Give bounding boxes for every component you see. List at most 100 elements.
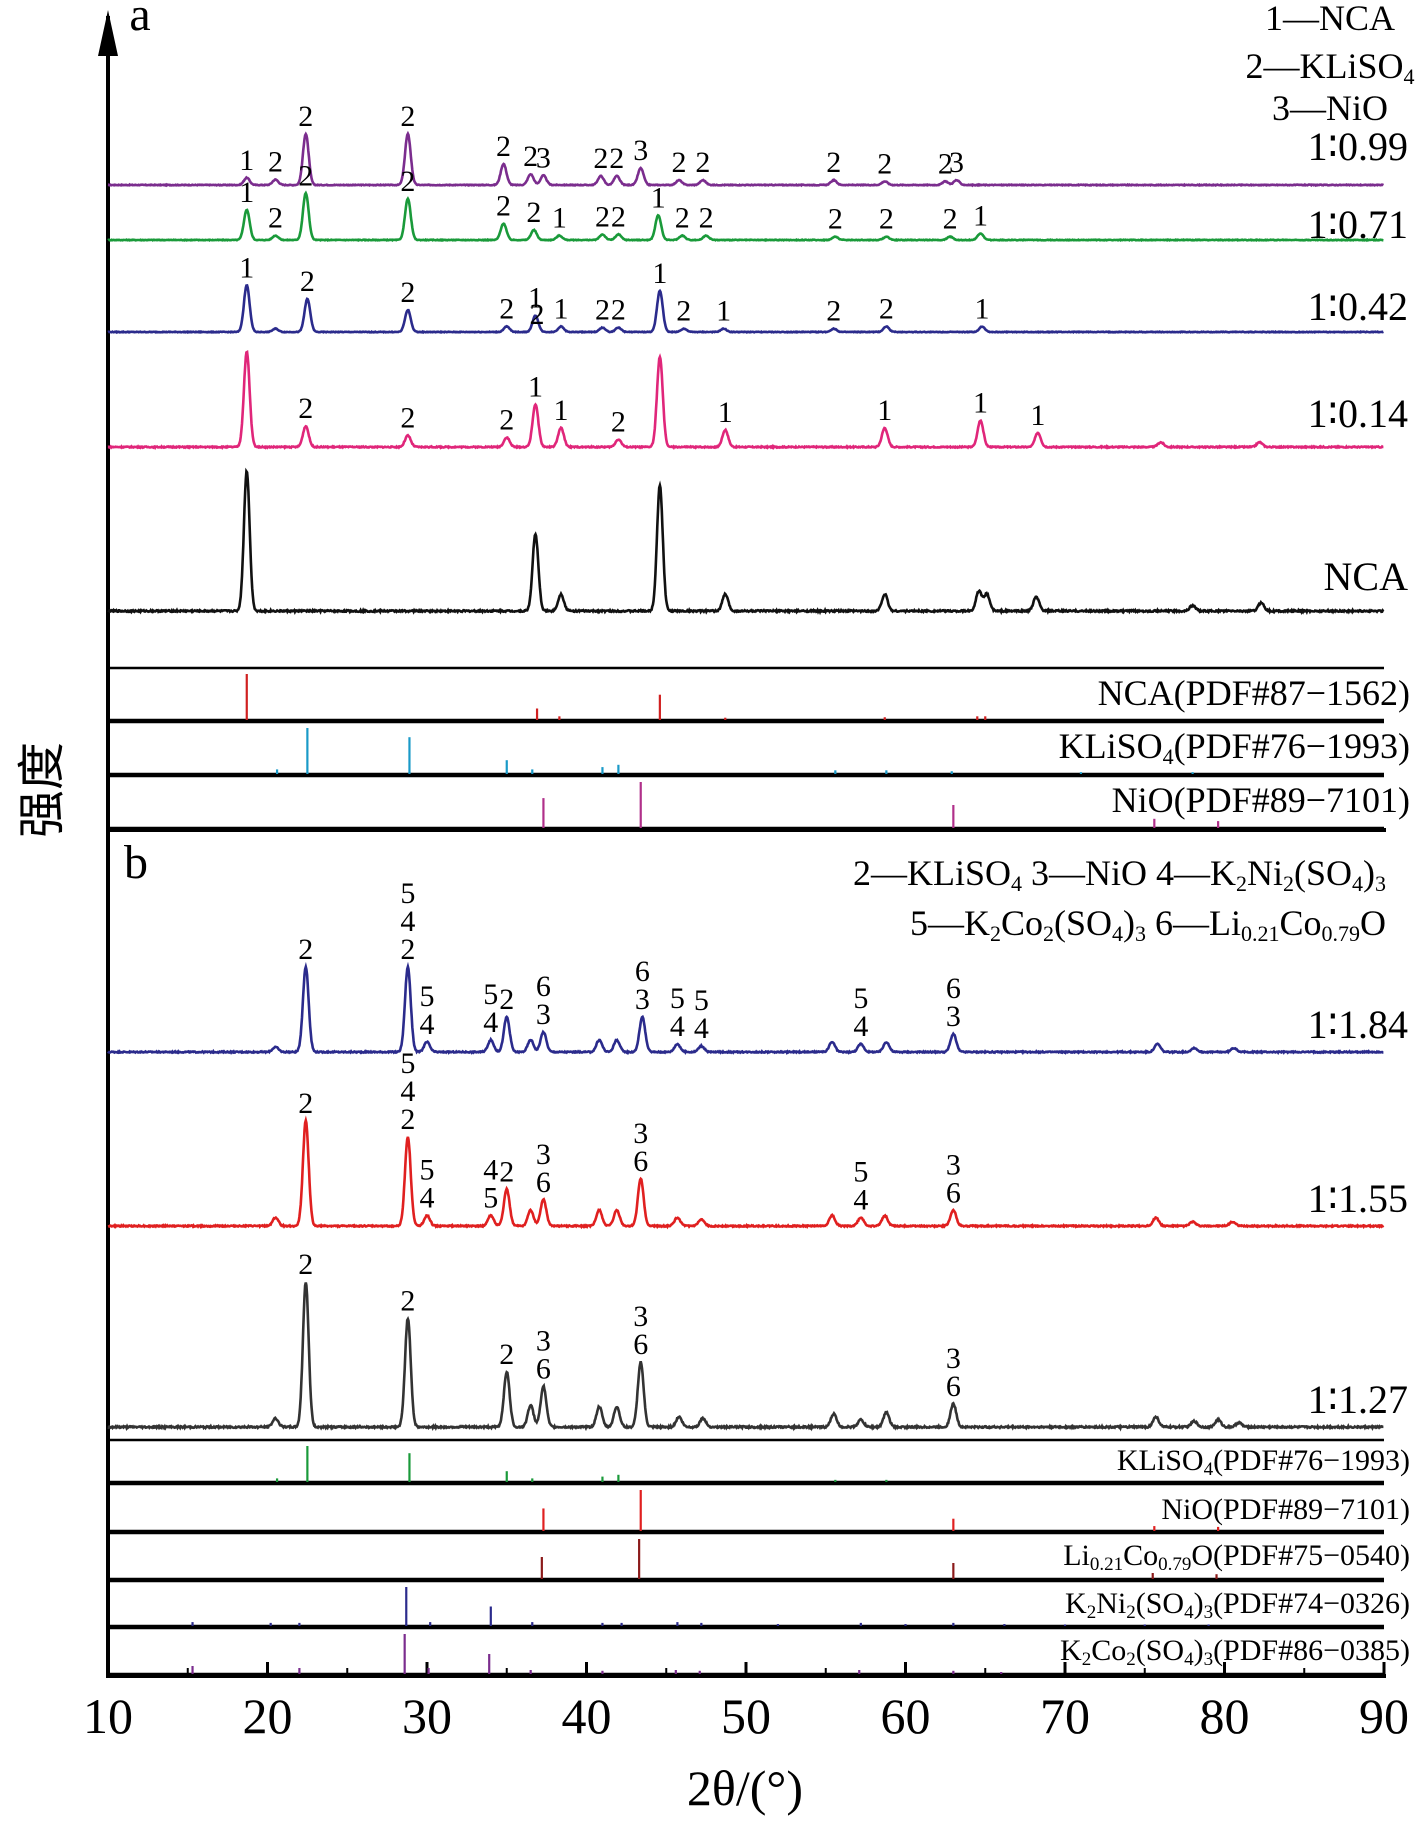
peak-label: 2 bbox=[938, 147, 953, 180]
y-axis-arrow-icon bbox=[98, 10, 118, 56]
x-tick-label: 80 bbox=[1200, 1688, 1250, 1744]
series-line bbox=[107, 1115, 1385, 1230]
peak-label: 2 bbox=[298, 933, 313, 966]
peak-label: 4 bbox=[853, 1010, 868, 1043]
legend-entry: 2—KLiSO4​ 3—NiO 4—K2​Ni2​(SO4​)3​ bbox=[853, 853, 1386, 896]
peak-label: 2 bbox=[499, 983, 514, 1016]
peak-label: 1 bbox=[239, 251, 254, 284]
peak-label: 2 bbox=[298, 159, 313, 192]
series-NCA: NCA bbox=[107, 467, 1408, 616]
peak-label: 5 bbox=[853, 1156, 868, 1189]
peak-label: 2 bbox=[400, 165, 415, 198]
series-name: 1∶0.99 bbox=[1308, 124, 1408, 169]
peak-label: 1 bbox=[877, 394, 892, 427]
peak-label: 1 bbox=[716, 295, 731, 328]
legend-entry: 3—NiO bbox=[1272, 88, 1388, 128]
reference-label: NiO(PDF#89−7101) bbox=[1112, 780, 1410, 820]
series-name: 1∶0.42 bbox=[1308, 284, 1408, 329]
peak-label: 6 bbox=[633, 1328, 648, 1361]
peak-label: 4 bbox=[694, 1012, 709, 1045]
reference-pattern: K2​Co2​(SO4​)3​(PDF#86−0385) bbox=[108, 1626, 1410, 1676]
legend-entry: 1—NCA bbox=[1265, 0, 1395, 38]
series-name: 1∶0.14 bbox=[1308, 391, 1408, 436]
peak-label: 6 bbox=[536, 1352, 551, 1385]
peak-label: 4 bbox=[483, 1154, 498, 1187]
peak-label: 6 bbox=[946, 1176, 961, 1209]
peak-label: 4 bbox=[420, 1008, 435, 1041]
peak-label: 2 bbox=[298, 100, 313, 133]
peak-label: 1 bbox=[528, 282, 543, 315]
peak-label: 1 bbox=[975, 293, 990, 326]
reference-label: Li0.21​Co0.79​O(PDF#75−0540) bbox=[1063, 1539, 1410, 1575]
series-line bbox=[107, 130, 1385, 188]
peak-label: 2 bbox=[828, 203, 843, 236]
peak-label: 2 bbox=[499, 1155, 514, 1188]
series-line bbox=[107, 190, 1384, 243]
peak-label: 1 bbox=[973, 199, 988, 232]
peak-label: 2 bbox=[499, 1338, 514, 1371]
peak-label: 3 bbox=[946, 1000, 961, 1033]
peak-label: 3 bbox=[536, 1138, 551, 1171]
series-name: 1∶0.71 bbox=[1308, 202, 1408, 247]
peak-label: 2 bbox=[595, 294, 610, 327]
peak-label: 5 bbox=[670, 982, 685, 1015]
x-tick-label: 50 bbox=[721, 1688, 771, 1744]
peak-label: 2 bbox=[595, 201, 610, 234]
reference-pattern: NCA(PDF#87−1562) bbox=[108, 666, 1410, 722]
peak-label: 3 bbox=[536, 1324, 551, 1357]
peak-label: 2 bbox=[611, 201, 626, 234]
x-tick-label: 70 bbox=[1040, 1688, 1090, 1744]
x-tick-label: 30 bbox=[402, 1688, 452, 1744]
series-name: 1∶1.55 bbox=[1308, 1176, 1408, 1221]
peak-label: 2 bbox=[675, 202, 690, 235]
y-axis-label: 强度 bbox=[16, 742, 69, 838]
series-1∶0.14: 2 2 211 2 1 1 1 1 1∶0.14 bbox=[107, 349, 1408, 451]
peak-label: 1 bbox=[239, 176, 254, 209]
reference-label: K2​Co2​(SO4​)3​(PDF#86−0385) bbox=[1060, 1634, 1410, 1670]
peak-label: 1 bbox=[552, 202, 567, 235]
panel-a: a1—NCA2—KLiSO4​3—NiO12222232232222231∶0.… bbox=[107, 0, 1415, 830]
peak-label: 4 bbox=[483, 1006, 498, 1039]
reference-pattern: KLiSO4​(PDF#76−1993) bbox=[108, 1438, 1410, 1484]
peak-label: 6 bbox=[946, 972, 961, 1005]
peak-label: 2 bbox=[526, 196, 541, 229]
peak-label: 5 bbox=[400, 1047, 415, 1080]
peak-label: 5 bbox=[694, 984, 709, 1017]
reference-pattern: NiO(PDF#89−7101) bbox=[108, 774, 1410, 830]
reference-pattern: KLiSO4​(PDF#76−1993) bbox=[108, 720, 1410, 776]
reference-label: KLiSO4​(PDF#76−1993) bbox=[1059, 726, 1410, 769]
peak-label: 2 bbox=[879, 203, 894, 236]
peak-label: 3 bbox=[949, 146, 964, 179]
peak-label: 3 bbox=[946, 1148, 961, 1181]
peak-label: 5 bbox=[420, 980, 435, 1013]
peak-label: 4 bbox=[420, 1182, 435, 1215]
peak-label: 2 bbox=[943, 203, 958, 236]
peak-label: 3 bbox=[635, 983, 650, 1016]
peak-label: 2 bbox=[300, 265, 315, 298]
panel-label: b bbox=[124, 836, 148, 889]
peak-label: 3 bbox=[633, 1117, 648, 1150]
peak-label: 5 bbox=[420, 1154, 435, 1187]
reference-label: KLiSO4​(PDF#76−1993) bbox=[1117, 1444, 1410, 1480]
series-line bbox=[107, 284, 1384, 335]
peak-label: 4 bbox=[853, 1184, 868, 1217]
x-axis-label: 2θ/(°) bbox=[687, 1760, 803, 1816]
peak-label: 4 bbox=[670, 1010, 685, 1043]
series-line bbox=[107, 349, 1384, 451]
peak-label: 2 bbox=[400, 100, 415, 133]
x-tick-label: 10 bbox=[83, 1688, 133, 1744]
peak-label: 6 bbox=[536, 970, 551, 1003]
reference-pattern: Li0.21​Co0.79​O(PDF#75−0540) bbox=[108, 1531, 1410, 1581]
peak-label: 2 bbox=[672, 146, 687, 179]
series-name: 1∶1.27 bbox=[1308, 1377, 1408, 1422]
peak-label: 2 bbox=[611, 294, 626, 327]
legend-entry: 2—KLiSO4​ bbox=[1245, 46, 1414, 89]
x-tick-label: 90 bbox=[1359, 1688, 1409, 1744]
axes: 10 20 30 40 50 60 70 80 90 2θ/(°) 强度 bbox=[16, 10, 1409, 1816]
peak-label: 2 bbox=[298, 392, 313, 425]
reference-pattern: K2​Ni2​(SO4​)3​(PDF#74−0326) bbox=[108, 1579, 1410, 1628]
panel-b: b 2—KLiSO4​ 3—NiO 4—K2​Ni2​(SO4​)3​ 5—K2​C… bbox=[107, 836, 1410, 1676]
